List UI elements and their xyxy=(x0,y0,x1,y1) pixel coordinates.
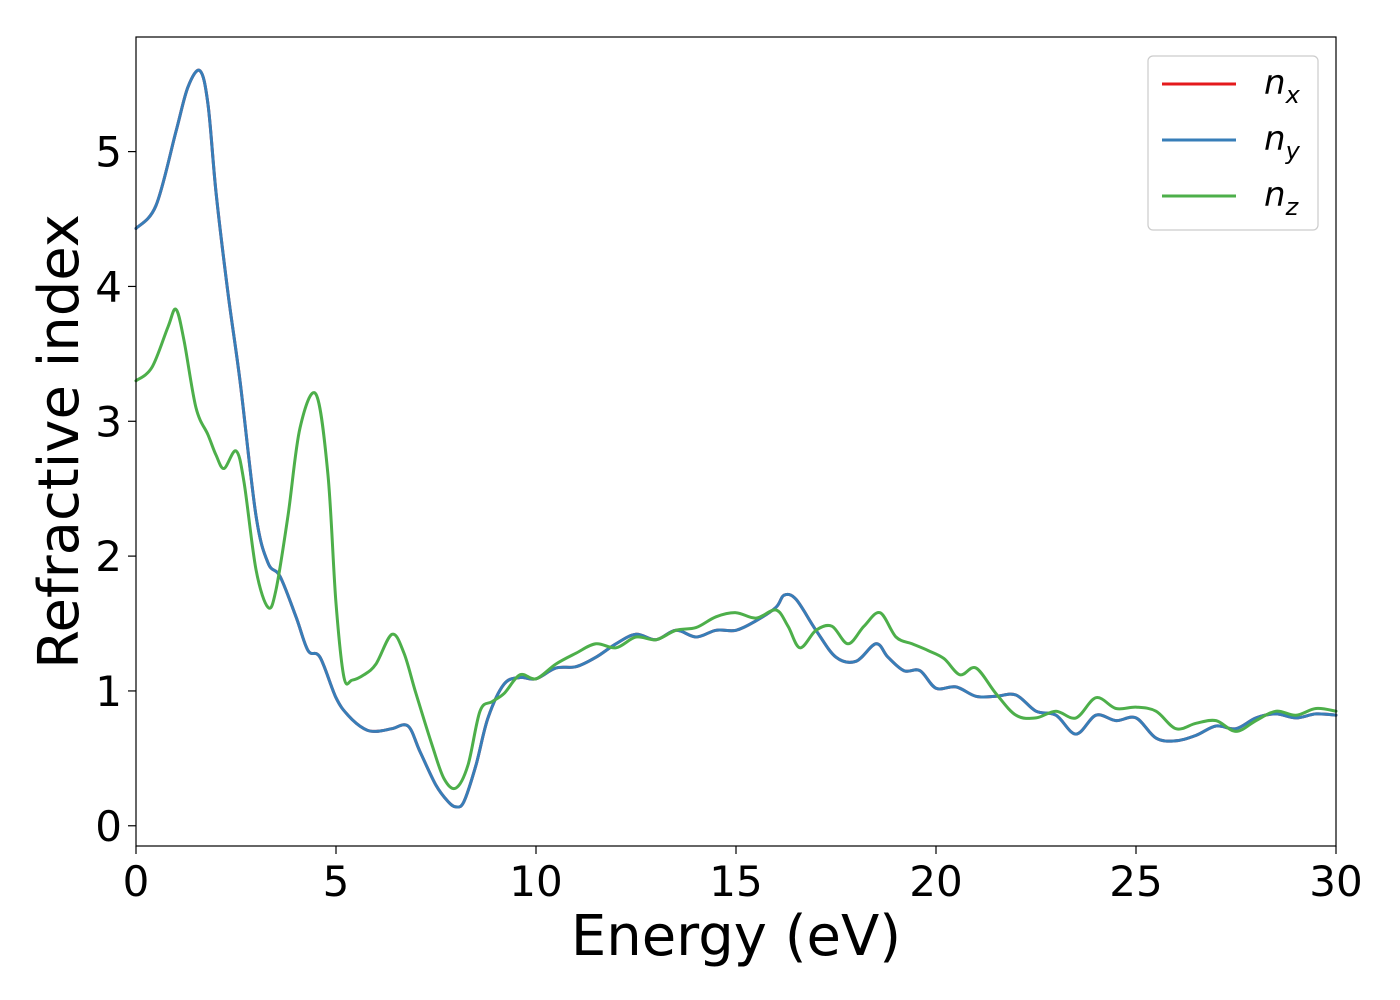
legend-label-ny-base: n xyxy=(1264,119,1286,159)
legend-label-nx: nx xyxy=(1264,63,1301,109)
legend-label-nz-sub: z xyxy=(1285,193,1300,221)
y-axis-title: Refractive index xyxy=(27,214,92,669)
x-tick-label: 25 xyxy=(1109,857,1162,906)
series-layer xyxy=(134,68,1338,809)
y-tick-label: 2 xyxy=(95,532,122,581)
legend-entry-ny: ny xyxy=(1162,119,1301,165)
x-tick-label: 0 xyxy=(123,857,150,906)
legend-entry-nx: nx xyxy=(1162,63,1301,109)
y-tick-label: 3 xyxy=(95,397,122,446)
legend-box xyxy=(1147,55,1319,231)
series-line-nz xyxy=(134,307,1338,791)
x-tick-label: 5 xyxy=(323,857,350,906)
x-tick-label: 20 xyxy=(909,857,962,906)
y-tick-label: 5 xyxy=(95,128,122,177)
legend-label-nx-base: n xyxy=(1264,63,1286,103)
x-tick-label: 15 xyxy=(709,857,762,906)
ticks-layer: 0 5 10 15 20 25 30 0 1 2 3 4 5 xyxy=(95,128,1362,906)
legend-label-nz: nz xyxy=(1264,175,1300,221)
y-tick-label: 4 xyxy=(95,262,122,311)
y-tick-label: 1 xyxy=(95,667,122,716)
legend: nx ny nz xyxy=(1147,55,1319,231)
legend-entry-nz: nz xyxy=(1162,175,1300,221)
x-axis-title: Energy (eV) xyxy=(571,904,901,969)
x-tick-label: 10 xyxy=(509,857,562,906)
legend-label-nx-sub: x xyxy=(1285,81,1301,109)
legend-label-ny: ny xyxy=(1264,119,1301,165)
legend-label-ny-sub: y xyxy=(1285,137,1301,165)
y-tick-label: 0 xyxy=(95,802,122,851)
x-tick-label: 30 xyxy=(1309,857,1362,906)
legend-label-nz-base: n xyxy=(1264,175,1286,215)
